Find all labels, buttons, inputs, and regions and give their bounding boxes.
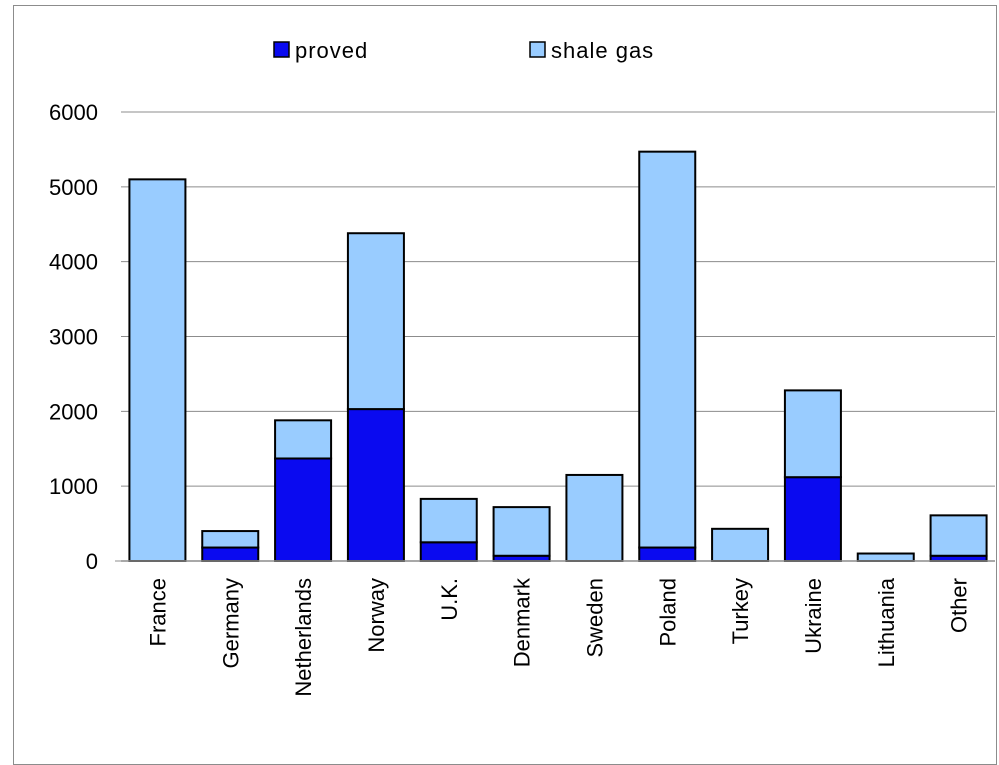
x-tick-label: Sweden (582, 578, 607, 658)
legend-label: proved (295, 38, 368, 63)
bar-shale-gas (783, 389, 842, 479)
y-tick-label: 6000 (49, 100, 98, 125)
x-tick-label: U.K. (437, 578, 462, 621)
y-tick-label: 1000 (49, 474, 98, 499)
bar-shale-gas (565, 473, 624, 563)
x-tick-label: Other (947, 578, 972, 633)
bar-proved (274, 457, 333, 562)
x-tick-label: Germany (218, 578, 243, 668)
x-axis-tick-labels: France Germany Netherlands Norway U.K. Denmar… (145, 577, 971, 697)
y-tick-label: 4000 (49, 250, 98, 275)
legend: proved shale gas (273, 38, 654, 63)
x-tick-label: France (145, 578, 170, 646)
legend-swatch (273, 41, 290, 58)
bar-proved (783, 476, 842, 563)
x-tick-label: Turkey (728, 578, 753, 644)
bar-shale-gas (201, 530, 260, 549)
y-tick-label: 5000 (49, 175, 98, 200)
bar-proved (638, 546, 697, 563)
bar-proved (346, 408, 405, 563)
x-tick-label: Netherlands (291, 578, 316, 697)
x-tick-label: Lithuania (874, 577, 899, 667)
bar-shale-gas (929, 514, 988, 557)
bar-shale-gas (128, 178, 187, 562)
stacked-bar-chart: 0 1000 2000 3000 4000 5000 6000 France Germany N… (49, 38, 995, 697)
x-tick-label: Denmark (510, 577, 535, 667)
x-tick-label: Poland (655, 578, 680, 647)
y-tick-label: 3000 (49, 325, 98, 350)
y-axis-tick-labels: 0 1000 2000 3000 4000 5000 6000 (49, 100, 98, 574)
bar-proved (419, 541, 478, 563)
bar-shale-gas (856, 552, 915, 562)
bar-shale-gas (711, 527, 770, 562)
x-tick-label: Norway (364, 578, 389, 653)
bar-shale-gas (346, 232, 405, 411)
bar-shale-gas (638, 150, 697, 549)
bar-proved (201, 546, 260, 563)
bars (128, 150, 988, 563)
bar-shale-gas (492, 506, 551, 557)
gridlines (121, 111, 995, 487)
bar-shale-gas (419, 497, 478, 544)
legend-swatch (529, 41, 546, 58)
x-tick-label: Ukraine (801, 578, 826, 654)
legend-label: shale gas (551, 38, 654, 63)
y-tick-label: 2000 (49, 399, 98, 424)
y-tick-label: 0 (86, 549, 98, 574)
bar-shale-gas (274, 419, 333, 460)
